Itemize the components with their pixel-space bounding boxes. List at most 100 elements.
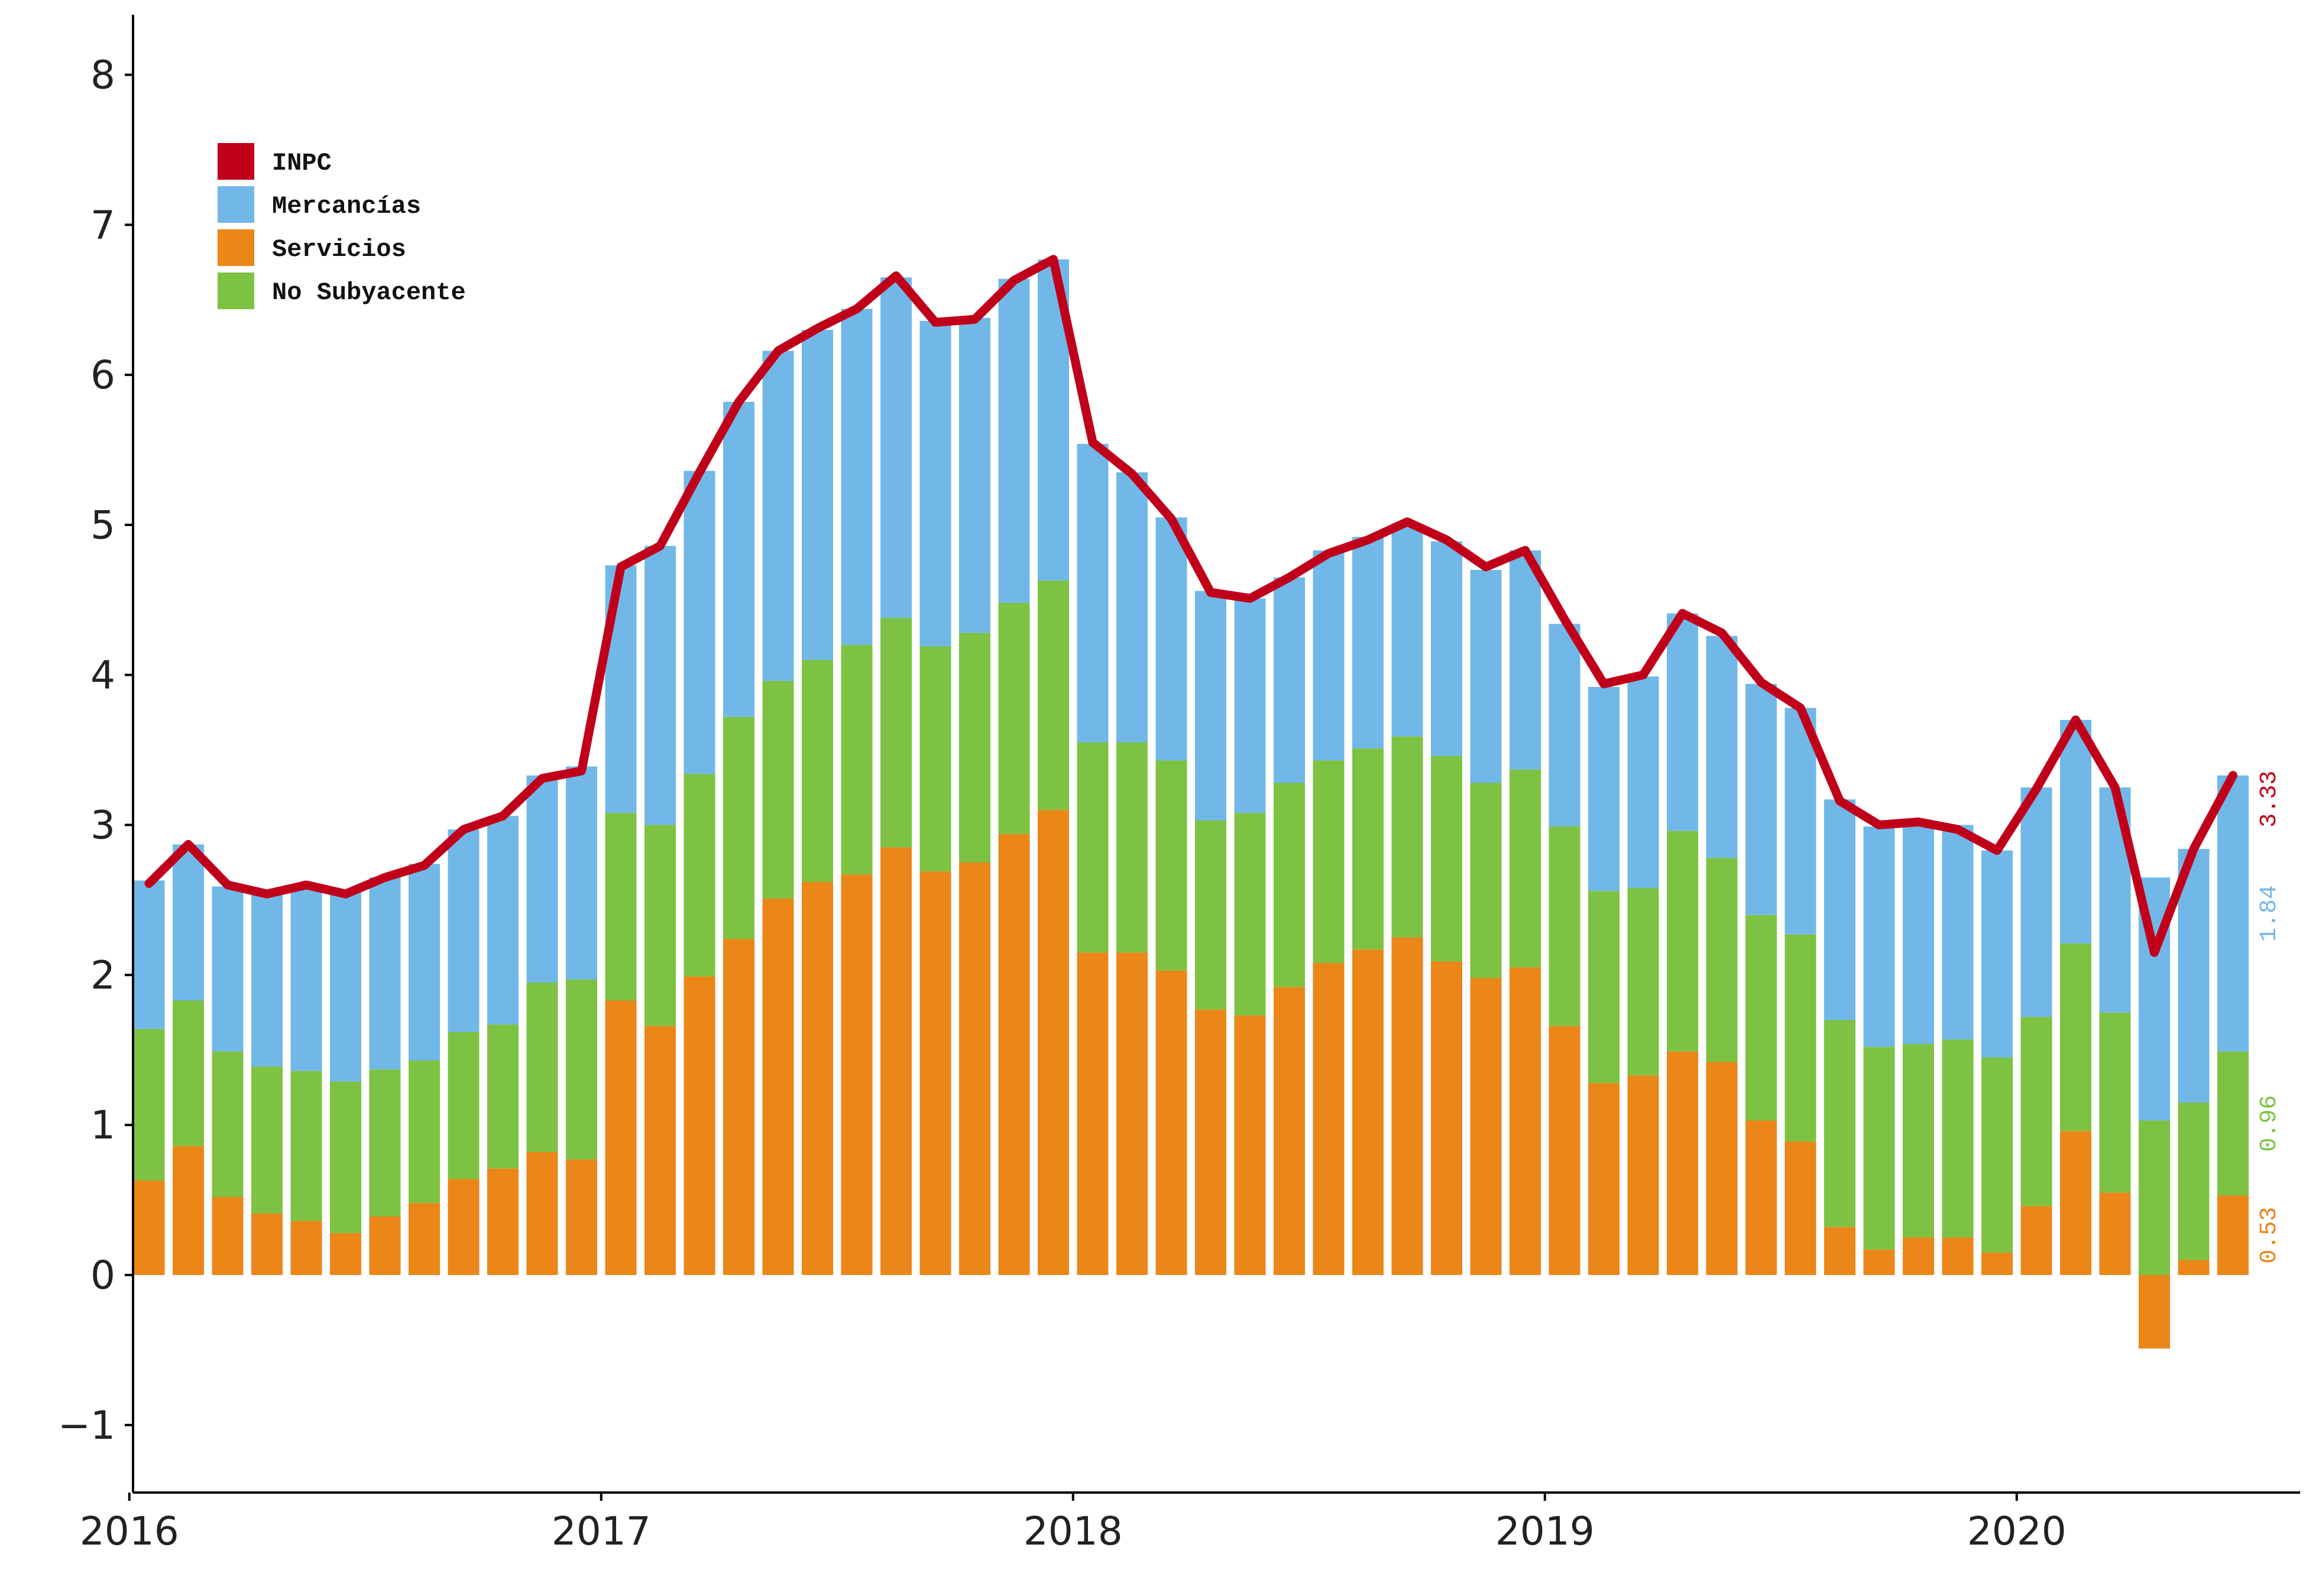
bar-mercancías-2016-06 [330,891,361,1082]
bar-no-subyacente-2017-04 [723,716,754,939]
bar-servicios-2016-02 [173,1146,204,1275]
bar-no-subyacente-2016-02 [173,1000,204,1146]
bar-mercancías-2020-01 [2020,787,2052,1017]
bar-servicios-2016-04 [251,1213,283,1275]
bar-servicios-2020-06 [2217,1195,2249,1275]
legend-swatch-mercancías [218,186,254,223]
y-tick-label: 1 [90,1102,115,1148]
bar-no-subyacente-2017-05 [762,680,794,898]
bar-no-subyacente-2016-11 [526,982,558,1152]
bar-servicios-2018-03 [1155,970,1187,1275]
bar-no-subyacente-2017-02 [644,825,676,1026]
legend-swatch-servicios [218,229,254,266]
y-tick-label: 5 [90,502,115,548]
y-tick-label: 3 [90,803,115,848]
bar-servicios-2018-11 [1470,978,1502,1275]
bar-no-subyacente-2016-12 [566,979,597,1160]
bar-mercancías-2018-02 [1116,472,1148,742]
bar-mercancías-2016-12 [566,766,597,979]
axes-layer: −1 0 1 2 3 4 5 6 7 8 2016 2017 2018 2019 2020 [58,15,2300,1554]
bar-servicios-2016-06 [330,1232,361,1275]
bar-mercancías-2019-03 [1627,676,1659,888]
bar-no-subyacente-2019-01 [1549,826,1580,1026]
bar-servicios-2016-09 [448,1179,480,1275]
bar-mercancías-2016-01 [133,880,165,1029]
bar-no-subyacente-2016-06 [330,1081,361,1233]
y-tick-label: 2 [90,952,115,998]
bar-mercancías-2018-11 [1470,570,1502,783]
bar-no-subyacente-2019-03 [1627,888,1659,1076]
bar-mercancías-2020-05 [2178,849,2210,1103]
legend-label: Mercancías [272,192,421,220]
bar-mercancías-2017-06 [802,329,833,660]
end-label: 0.53 [2256,1207,2283,1264]
legend: INPC Mercancías Servicios No Subyacente [218,143,466,309]
bar-no-subyacente-2018-03 [1155,760,1187,971]
bar-mercancías-2018-01 [1077,443,1109,742]
bar-no-subyacente-2020-01 [2020,1017,2052,1206]
bar-mercancías-2017-04 [723,401,754,717]
bar-no-subyacente-2016-01 [133,1029,165,1181]
bar-no-subyacente-2016-05 [290,1071,322,1221]
bar-no-subyacente-2020-05 [2178,1102,2210,1260]
bar-mercancías-2017-03 [684,471,715,774]
y-tick-label: 8 [90,53,115,98]
bar-no-subyacente-2018-05 [1234,813,1266,1016]
bar-no-subyacente-2019-07 [1784,934,1816,1142]
bar-servicios-2019-02 [1588,1083,1620,1275]
bar-mercancías-2016-08 [409,864,440,1061]
bar-mercancías-2017-08 [880,277,912,618]
bar-no-subyacente-2017-10 [959,632,990,863]
bar-servicios-2018-09 [1391,937,1423,1275]
bar-no-subyacente-2020-03 [2099,1012,2131,1193]
x-tick-label: 2017 [552,1509,651,1554]
y-tick-label: 4 [90,653,115,698]
legend-swatch-no-subyacente [218,273,254,309]
bar-no-subyacente-2018-08 [1352,748,1384,950]
bar-mercancías-2019-09 [1863,826,1895,1047]
bar-servicios-2016-12 [566,1159,597,1275]
bar-servicios-2018-07 [1313,963,1345,1275]
bar-servicios-2020-03 [2099,1192,2131,1275]
bar-servicios-2020-05 [2178,1260,2210,1275]
bar-servicios-2016-08 [409,1203,440,1275]
bar-servicios-2018-12 [1510,967,1541,1275]
bar-servicios-2016-05 [290,1221,322,1275]
y-tick-label: 7 [90,202,115,248]
inpc-line [144,255,2237,957]
bar-servicios-2017-03 [684,976,715,1275]
bar-no-subyacente-2016-07 [369,1069,401,1217]
bar-mercancías-2019-10 [1903,823,1934,1044]
bar-servicios-2017-09 [919,871,951,1275]
bar-no-subyacente-2017-11 [998,602,1030,834]
bar-no-subyacente-2019-02 [1588,891,1620,1084]
end-label: 1.84 [2256,885,2283,942]
bar-no-subyacente-2018-06 [1274,783,1305,987]
bar-no-subyacente-2018-10 [1431,755,1462,962]
bar-mercancías-2019-08 [1824,799,1855,1020]
bar-mercancías-2018-07 [1313,550,1345,761]
bar-servicios-2019-01 [1549,1026,1580,1275]
bar-mercancías-2019-01 [1549,624,1580,827]
bar-mercancías-2016-10 [487,816,519,1025]
bar-servicios-2019-03 [1627,1075,1659,1275]
bar-no-subyacente-2019-04 [1667,831,1698,1052]
bar-servicios-2018-06 [1274,987,1305,1275]
bar-servicios-2017-12 [1038,810,1069,1275]
bar-servicios-2018-08 [1352,949,1384,1275]
y-tick-label: −1 [58,1403,115,1448]
bar-mercancías-2016-05 [290,886,322,1071]
bar-mercancías-2016-07 [369,877,401,1070]
bar-servicios-2019-09 [1863,1249,1895,1275]
bar-servicios-2017-10 [959,862,990,1275]
legend-label: No Subyacente [272,278,466,307]
bar-servicios-2019-06 [1745,1120,1777,1275]
bar-no-subyacente-2017-09 [919,646,951,872]
bar-mercancías-2018-03 [1155,517,1187,761]
bar-servicios-2017-06 [802,882,833,1275]
bar-servicios-2018-10 [1431,961,1462,1275]
bar-mercancías-2020-02 [2060,719,2091,944]
legend-swatch-inpc [218,143,254,180]
bar-mercancías-2017-11 [998,278,1030,603]
bar-no-subyacente-2016-09 [448,1031,480,1179]
